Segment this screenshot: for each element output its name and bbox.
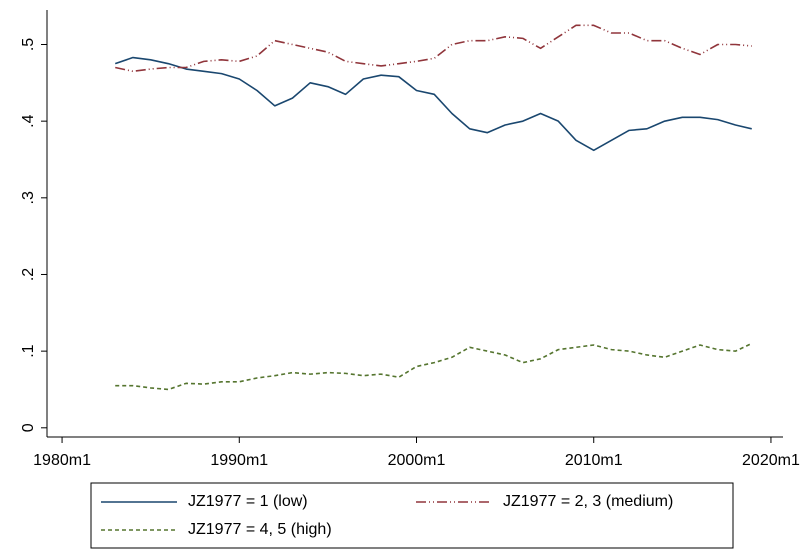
legend-box	[90, 482, 734, 549]
x-tick-label: 1990m1	[210, 452, 268, 469]
x-tick-label: 1980m1	[33, 452, 91, 469]
series-line	[115, 24, 752, 73]
y-tick-label: .3	[20, 191, 37, 204]
legend-label: JZ1977 = 4, 5 (high)	[188, 521, 332, 538]
y-tick-label: .2	[20, 268, 37, 281]
legend-label: JZ1977 = 2, 3 (medium)	[503, 493, 673, 510]
y-tick-label: 0	[20, 423, 37, 432]
x-tick-label: 2000m1	[388, 452, 446, 469]
x-tick-label: 2010m1	[565, 452, 623, 469]
y-tick-label: .1	[20, 344, 37, 357]
x-tick-label: 2020m1	[742, 452, 800, 469]
y-tick-label: .4	[20, 114, 37, 127]
series-line	[114, 56, 752, 152]
y-tick-label: .5	[20, 38, 37, 51]
legend-label: JZ1977 = 1 (low)	[188, 493, 308, 510]
series-line	[115, 342, 753, 391]
